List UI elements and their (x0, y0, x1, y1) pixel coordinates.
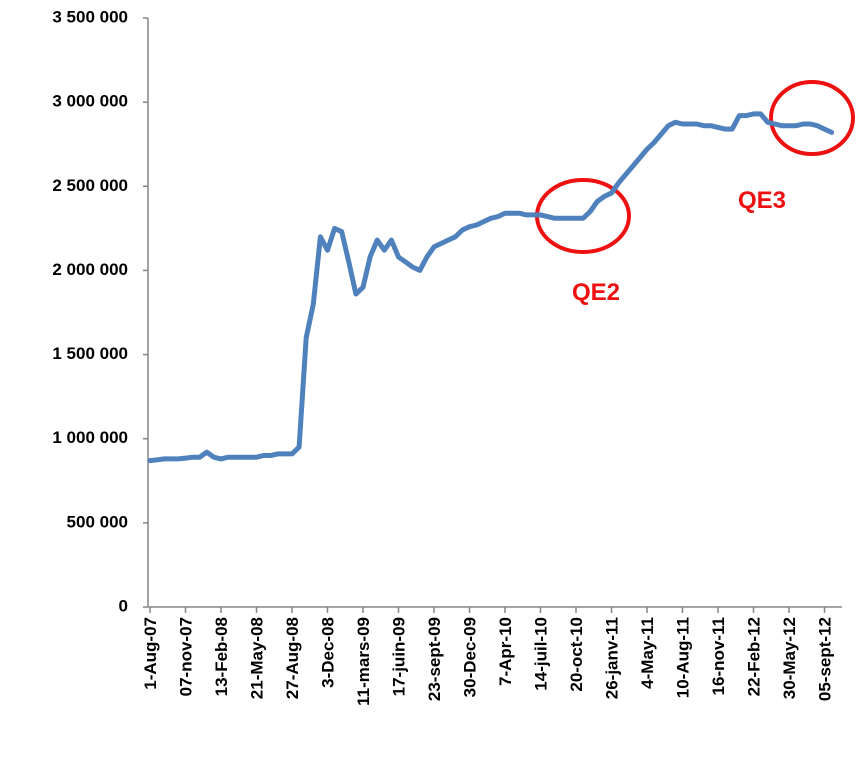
x-tick-label: 7-Apr-10 (496, 617, 515, 686)
x-tick-label: 4-May-11 (638, 617, 657, 689)
y-tick-label: 3 500 000 (52, 7, 128, 26)
x-tick-label: 13-Feb-08 (212, 617, 231, 696)
x-tick-label: 10-Aug-11 (674, 617, 693, 698)
x-tick-label: 22-Feb-12 (745, 617, 764, 696)
x-tick-label: 05-sept-12 (816, 617, 835, 701)
x-tick-label: 30-May-12 (780, 617, 799, 699)
x-tick-label: 30-Dec-09 (461, 617, 480, 697)
x-tick-label: 07-nov-07 (177, 617, 196, 696)
annotation: QE3 (738, 187, 786, 214)
x-tick-label: 11-mars-09 (354, 617, 373, 706)
y-tick-label: 3 000 000 (52, 92, 128, 111)
y-tick-label: 0 (119, 596, 128, 615)
series-line (147, 111, 835, 464)
x-tick-label: 14-juil-10 (532, 617, 551, 691)
x-tick-label: 3-Dec-08 (319, 617, 338, 688)
x-tick-label: 20-oct-10 (567, 617, 586, 692)
x-tick-label: 27-Aug-08 (283, 617, 302, 699)
y-tick-label: 500 000 (67, 512, 128, 531)
annotation: QE2 (572, 279, 620, 306)
x-tick-label: 1-Aug-07 (141, 617, 160, 690)
y-tick-label: 2 500 000 (52, 176, 128, 195)
x-tick-label: 26-janv-11 (603, 617, 622, 699)
y-tick-label: 1 500 000 (52, 344, 128, 363)
x-tick-label: 23-sept-09 (425, 617, 444, 701)
qe3-circle (769, 80, 855, 156)
y-tick-label: 1 000 000 (52, 428, 128, 447)
y-tick-label: 2 000 000 (52, 260, 128, 279)
x-tick-label: 17-juin-09 (390, 617, 409, 696)
x-tick-label: 16-nov-11 (709, 617, 728, 695)
x-tick-label: 21-May-08 (248, 617, 267, 699)
